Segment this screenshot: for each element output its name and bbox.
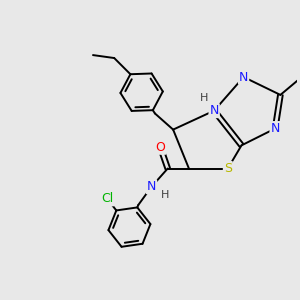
Text: S: S (224, 162, 232, 175)
Text: H: H (200, 93, 208, 103)
Text: H: H (160, 190, 169, 200)
Text: O: O (155, 141, 165, 154)
Text: N: N (209, 104, 219, 117)
Text: N: N (239, 70, 248, 83)
Text: N: N (271, 122, 280, 135)
Text: N: N (147, 180, 156, 193)
Text: Cl: Cl (101, 192, 113, 206)
